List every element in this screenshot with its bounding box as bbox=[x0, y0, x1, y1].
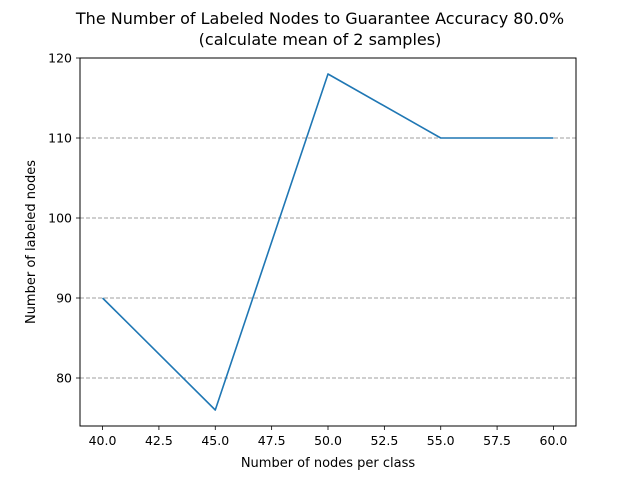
y-axis-label: Number of labeled nodes bbox=[24, 160, 39, 324]
x-tick-label: 50.0 bbox=[314, 433, 342, 448]
y-axis-ticks: 80 90 100 110 120 bbox=[48, 51, 80, 386]
x-axis-ticks: 40.0 42.5 45.0 47.5 50.0 52.5 55.0 57.5 60.0 bbox=[89, 426, 568, 448]
x-axis-label: Number of nodes per class bbox=[241, 456, 416, 471]
x-tick-label: 47.5 bbox=[258, 433, 286, 448]
y-tick-label: 120 bbox=[48, 51, 72, 66]
series-line bbox=[101, 73, 554, 411]
y-tick-label: 110 bbox=[48, 131, 72, 146]
x-tick-label: 45.0 bbox=[201, 433, 229, 448]
series-layer bbox=[101, 73, 554, 411]
chart-title: The Number of Labeled Nodes to Guarantee… bbox=[75, 9, 564, 28]
x-tick-label: 52.5 bbox=[370, 433, 398, 448]
y-tick-label: 90 bbox=[56, 291, 72, 306]
x-tick-label: 57.5 bbox=[483, 433, 511, 448]
y-tick-label: 100 bbox=[48, 211, 72, 226]
grid-lines bbox=[80, 137, 576, 379]
chart-subtitle: (calculate mean of 2 samples) bbox=[199, 30, 442, 49]
x-tick-label: 42.5 bbox=[145, 433, 173, 448]
x-tick-label: 40.0 bbox=[89, 433, 117, 448]
plot-area-frame bbox=[79, 57, 577, 427]
y-tick-label: 80 bbox=[56, 371, 72, 386]
x-tick-label: 55.0 bbox=[427, 433, 455, 448]
x-tick-label: 60.0 bbox=[540, 433, 568, 448]
